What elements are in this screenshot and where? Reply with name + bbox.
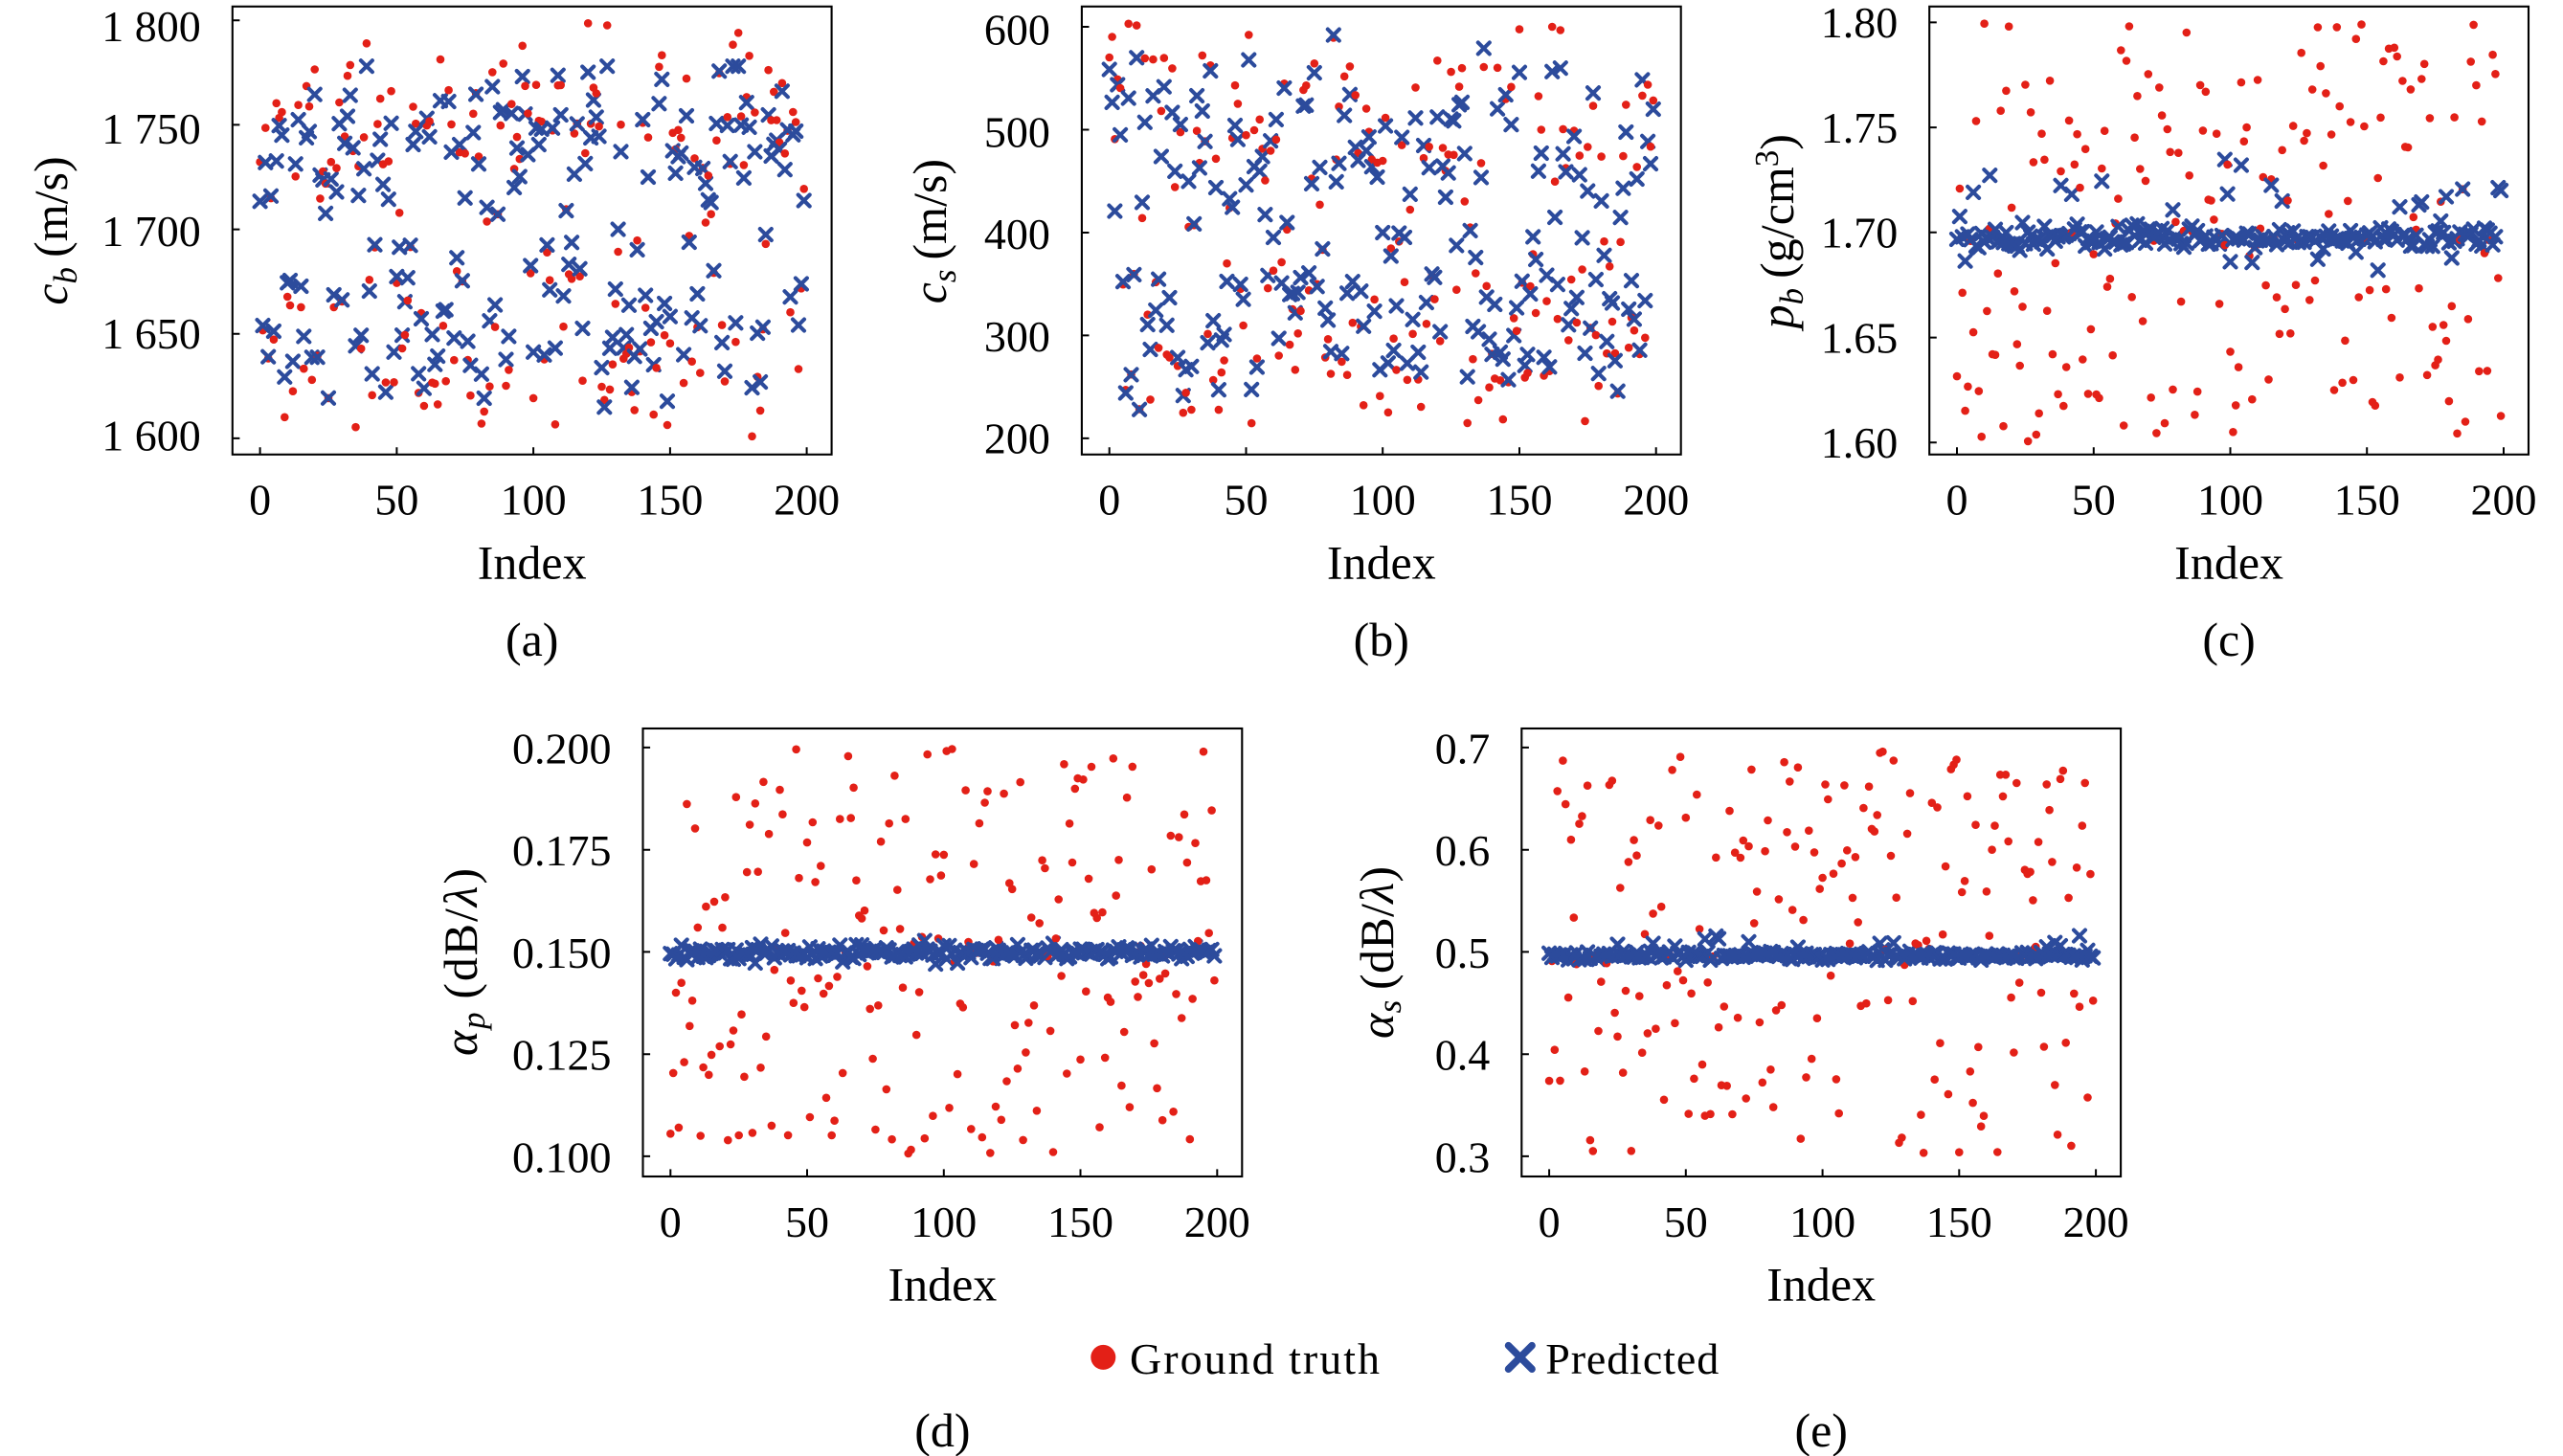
svg-text:0: 0 xyxy=(1539,1198,1561,1246)
svg-text:100: 100 xyxy=(1350,476,1416,525)
svg-text:300: 300 xyxy=(984,312,1050,361)
svg-text:1 800: 1 800 xyxy=(101,2,201,51)
svg-text:50: 50 xyxy=(1664,1198,1708,1246)
svg-text:1 750: 1 750 xyxy=(101,104,201,153)
svg-text:0: 0 xyxy=(660,1198,682,1246)
svg-text:1.70: 1.70 xyxy=(1821,209,1899,258)
svg-text:0.6: 0.6 xyxy=(1435,826,1491,875)
svg-text:1.80: 1.80 xyxy=(1821,0,1899,47)
svg-text:1 600: 1 600 xyxy=(101,412,201,460)
svg-text:150: 150 xyxy=(1487,476,1553,525)
svg-text:1.75: 1.75 xyxy=(1821,103,1899,152)
svg-text:150: 150 xyxy=(2334,476,2400,525)
svg-text:cb (m/s): cb (m/s) xyxy=(24,156,84,304)
svg-text:Predicted: Predicted xyxy=(1545,1334,1719,1383)
svg-text:0: 0 xyxy=(1946,476,1968,525)
svg-text:1 700: 1 700 xyxy=(101,207,201,256)
svg-text:0.7: 0.7 xyxy=(1435,724,1491,773)
svg-text:200: 200 xyxy=(1184,1198,1250,1246)
svg-text:(a): (a) xyxy=(506,613,559,666)
svg-text:Index: Index xyxy=(478,535,587,589)
svg-text:50: 50 xyxy=(2072,476,2116,525)
svg-text:αs (dB/λ): αs (dB/λ) xyxy=(1350,866,1408,1039)
svg-text:400: 400 xyxy=(984,210,1050,258)
svg-text:0: 0 xyxy=(1098,476,1120,525)
svg-text:200: 200 xyxy=(1623,476,1689,525)
svg-text:0.125: 0.125 xyxy=(512,1031,612,1080)
svg-text:(e): (e) xyxy=(1794,1403,1848,1456)
svg-text:200: 200 xyxy=(774,476,840,525)
svg-text:(c): (c) xyxy=(2202,613,2256,666)
svg-text:150: 150 xyxy=(1926,1198,1992,1246)
svg-text:0.175: 0.175 xyxy=(512,826,612,875)
svg-text:0.5: 0.5 xyxy=(1435,929,1491,977)
svg-text:200: 200 xyxy=(2063,1198,2129,1246)
svg-text:0.100: 0.100 xyxy=(512,1132,612,1181)
svg-text:1.60: 1.60 xyxy=(1821,418,1899,467)
svg-text:pb (g/cm3): pb (g/cm3) xyxy=(1748,134,1810,331)
svg-text:0.150: 0.150 xyxy=(512,929,612,977)
svg-text:1.65: 1.65 xyxy=(1821,313,1899,362)
svg-text:1 650: 1 650 xyxy=(101,309,201,358)
svg-text:100: 100 xyxy=(1789,1198,1855,1246)
svg-text:50: 50 xyxy=(785,1198,829,1246)
svg-text:cs (m/s): cs (m/s) xyxy=(903,159,963,303)
svg-text:0.3: 0.3 xyxy=(1435,1132,1491,1181)
svg-text:Index: Index xyxy=(1766,1258,1876,1311)
svg-text:(d): (d) xyxy=(914,1403,970,1456)
svg-text:Index: Index xyxy=(1327,535,1436,589)
svg-text:150: 150 xyxy=(637,476,703,525)
svg-text:0: 0 xyxy=(249,476,271,525)
svg-text:Index: Index xyxy=(2174,535,2283,589)
svg-text:100: 100 xyxy=(501,476,567,525)
svg-text:100: 100 xyxy=(2197,476,2263,525)
svg-text:50: 50 xyxy=(1225,476,1269,525)
svg-text:600: 600 xyxy=(984,6,1050,55)
svg-text:0.4: 0.4 xyxy=(1435,1031,1491,1080)
svg-text:200: 200 xyxy=(2471,476,2537,525)
svg-text:200: 200 xyxy=(984,414,1050,463)
svg-text:Index: Index xyxy=(888,1258,997,1311)
svg-text:Ground truth: Ground truth xyxy=(1130,1334,1380,1383)
svg-text:150: 150 xyxy=(1047,1198,1113,1246)
svg-text:500: 500 xyxy=(984,107,1050,156)
svg-text:(b): (b) xyxy=(1354,613,1409,666)
svg-text:100: 100 xyxy=(911,1198,977,1246)
svg-text:0.200: 0.200 xyxy=(512,724,612,773)
svg-text:50: 50 xyxy=(374,476,418,525)
